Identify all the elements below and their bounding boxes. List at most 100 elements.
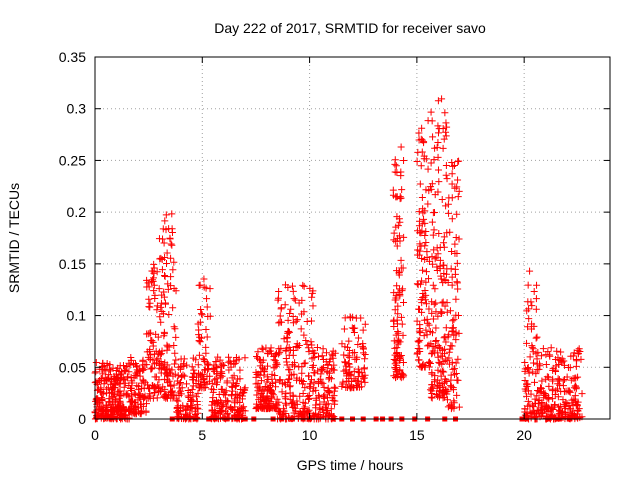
data-point — [189, 397, 197, 405]
data-point — [397, 194, 405, 202]
data-point — [352, 376, 360, 384]
data-point — [400, 371, 408, 379]
data-point — [439, 347, 447, 355]
data-point — [282, 401, 290, 409]
data-point — [135, 386, 143, 394]
data-point — [560, 375, 568, 383]
data-point — [530, 378, 538, 386]
data-point — [254, 348, 262, 356]
data-point — [300, 405, 308, 413]
data-point — [418, 194, 426, 202]
data-point — [428, 350, 436, 358]
data-point — [545, 395, 553, 403]
data-point — [397, 264, 405, 272]
data-point — [275, 350, 283, 358]
data-point — [273, 395, 281, 403]
data-point — [291, 359, 299, 367]
data-point — [168, 241, 176, 249]
data-point — [293, 397, 301, 405]
data-point — [433, 244, 441, 252]
data-point — [328, 365, 336, 373]
data-point — [166, 235, 174, 243]
data-point — [436, 256, 444, 264]
data-point — [535, 365, 543, 373]
data-point — [560, 388, 568, 396]
data-point — [221, 391, 229, 399]
data-point — [256, 356, 264, 364]
data-point — [157, 358, 165, 366]
data-point — [449, 324, 457, 332]
data-point — [393, 242, 401, 250]
data-point — [533, 333, 541, 341]
data-point — [413, 350, 421, 358]
data-point — [312, 401, 320, 409]
data-point — [447, 265, 455, 273]
data-point — [430, 246, 438, 254]
data-point — [415, 251, 423, 259]
data-point — [252, 368, 260, 376]
data-point — [192, 393, 200, 401]
data-point — [176, 378, 184, 386]
data-point — [549, 375, 557, 383]
data-point — [393, 169, 401, 177]
data-point — [149, 356, 157, 364]
data-point — [120, 376, 128, 384]
data-point — [253, 404, 261, 412]
data-point — [201, 366, 209, 374]
data-point — [111, 374, 119, 382]
data-point — [142, 407, 150, 415]
data-point — [131, 410, 139, 418]
data-point — [418, 277, 426, 285]
data-point — [432, 299, 440, 307]
data-point — [324, 360, 332, 368]
data-point — [311, 412, 319, 420]
data-point — [259, 345, 267, 353]
data-point — [315, 393, 323, 401]
data-point — [442, 388, 450, 396]
data-point — [440, 379, 448, 387]
data-point — [284, 316, 292, 324]
data-point — [419, 362, 427, 370]
data-point — [107, 367, 115, 375]
data-point — [527, 298, 535, 306]
data-point — [415, 222, 423, 230]
data-point — [315, 353, 322, 361]
data-point — [287, 305, 295, 313]
data-point — [152, 384, 160, 392]
data-point — [300, 282, 308, 290]
data-point — [418, 148, 426, 156]
data-point — [92, 397, 100, 405]
x-tick-label: 20 — [516, 427, 532, 443]
data-point — [264, 373, 272, 381]
data-point — [529, 368, 537, 376]
data-point — [329, 396, 337, 404]
data-point — [551, 366, 559, 374]
data-point — [171, 325, 179, 333]
data-point — [264, 395, 272, 403]
data-point — [446, 228, 454, 236]
data-point — [298, 369, 306, 377]
data-point — [434, 166, 442, 174]
data-point — [130, 404, 138, 412]
data-point — [151, 373, 159, 381]
data-point — [436, 359, 444, 367]
data-point — [252, 380, 260, 388]
data-point — [399, 359, 407, 367]
data-point — [172, 356, 180, 364]
data-point — [415, 208, 423, 216]
data-point — [99, 411, 107, 419]
data-point — [532, 295, 540, 303]
data-point — [120, 361, 128, 369]
data-point — [432, 337, 440, 345]
data-point — [442, 171, 450, 179]
data-point — [264, 362, 272, 370]
data-point — [274, 294, 282, 302]
data-point — [208, 379, 216, 387]
data-point — [144, 381, 152, 389]
data-point — [577, 355, 585, 363]
data-point — [422, 227, 430, 235]
data-point — [399, 285, 407, 293]
data-point — [325, 369, 333, 377]
data-point — [429, 260, 437, 268]
data-point — [187, 402, 195, 410]
